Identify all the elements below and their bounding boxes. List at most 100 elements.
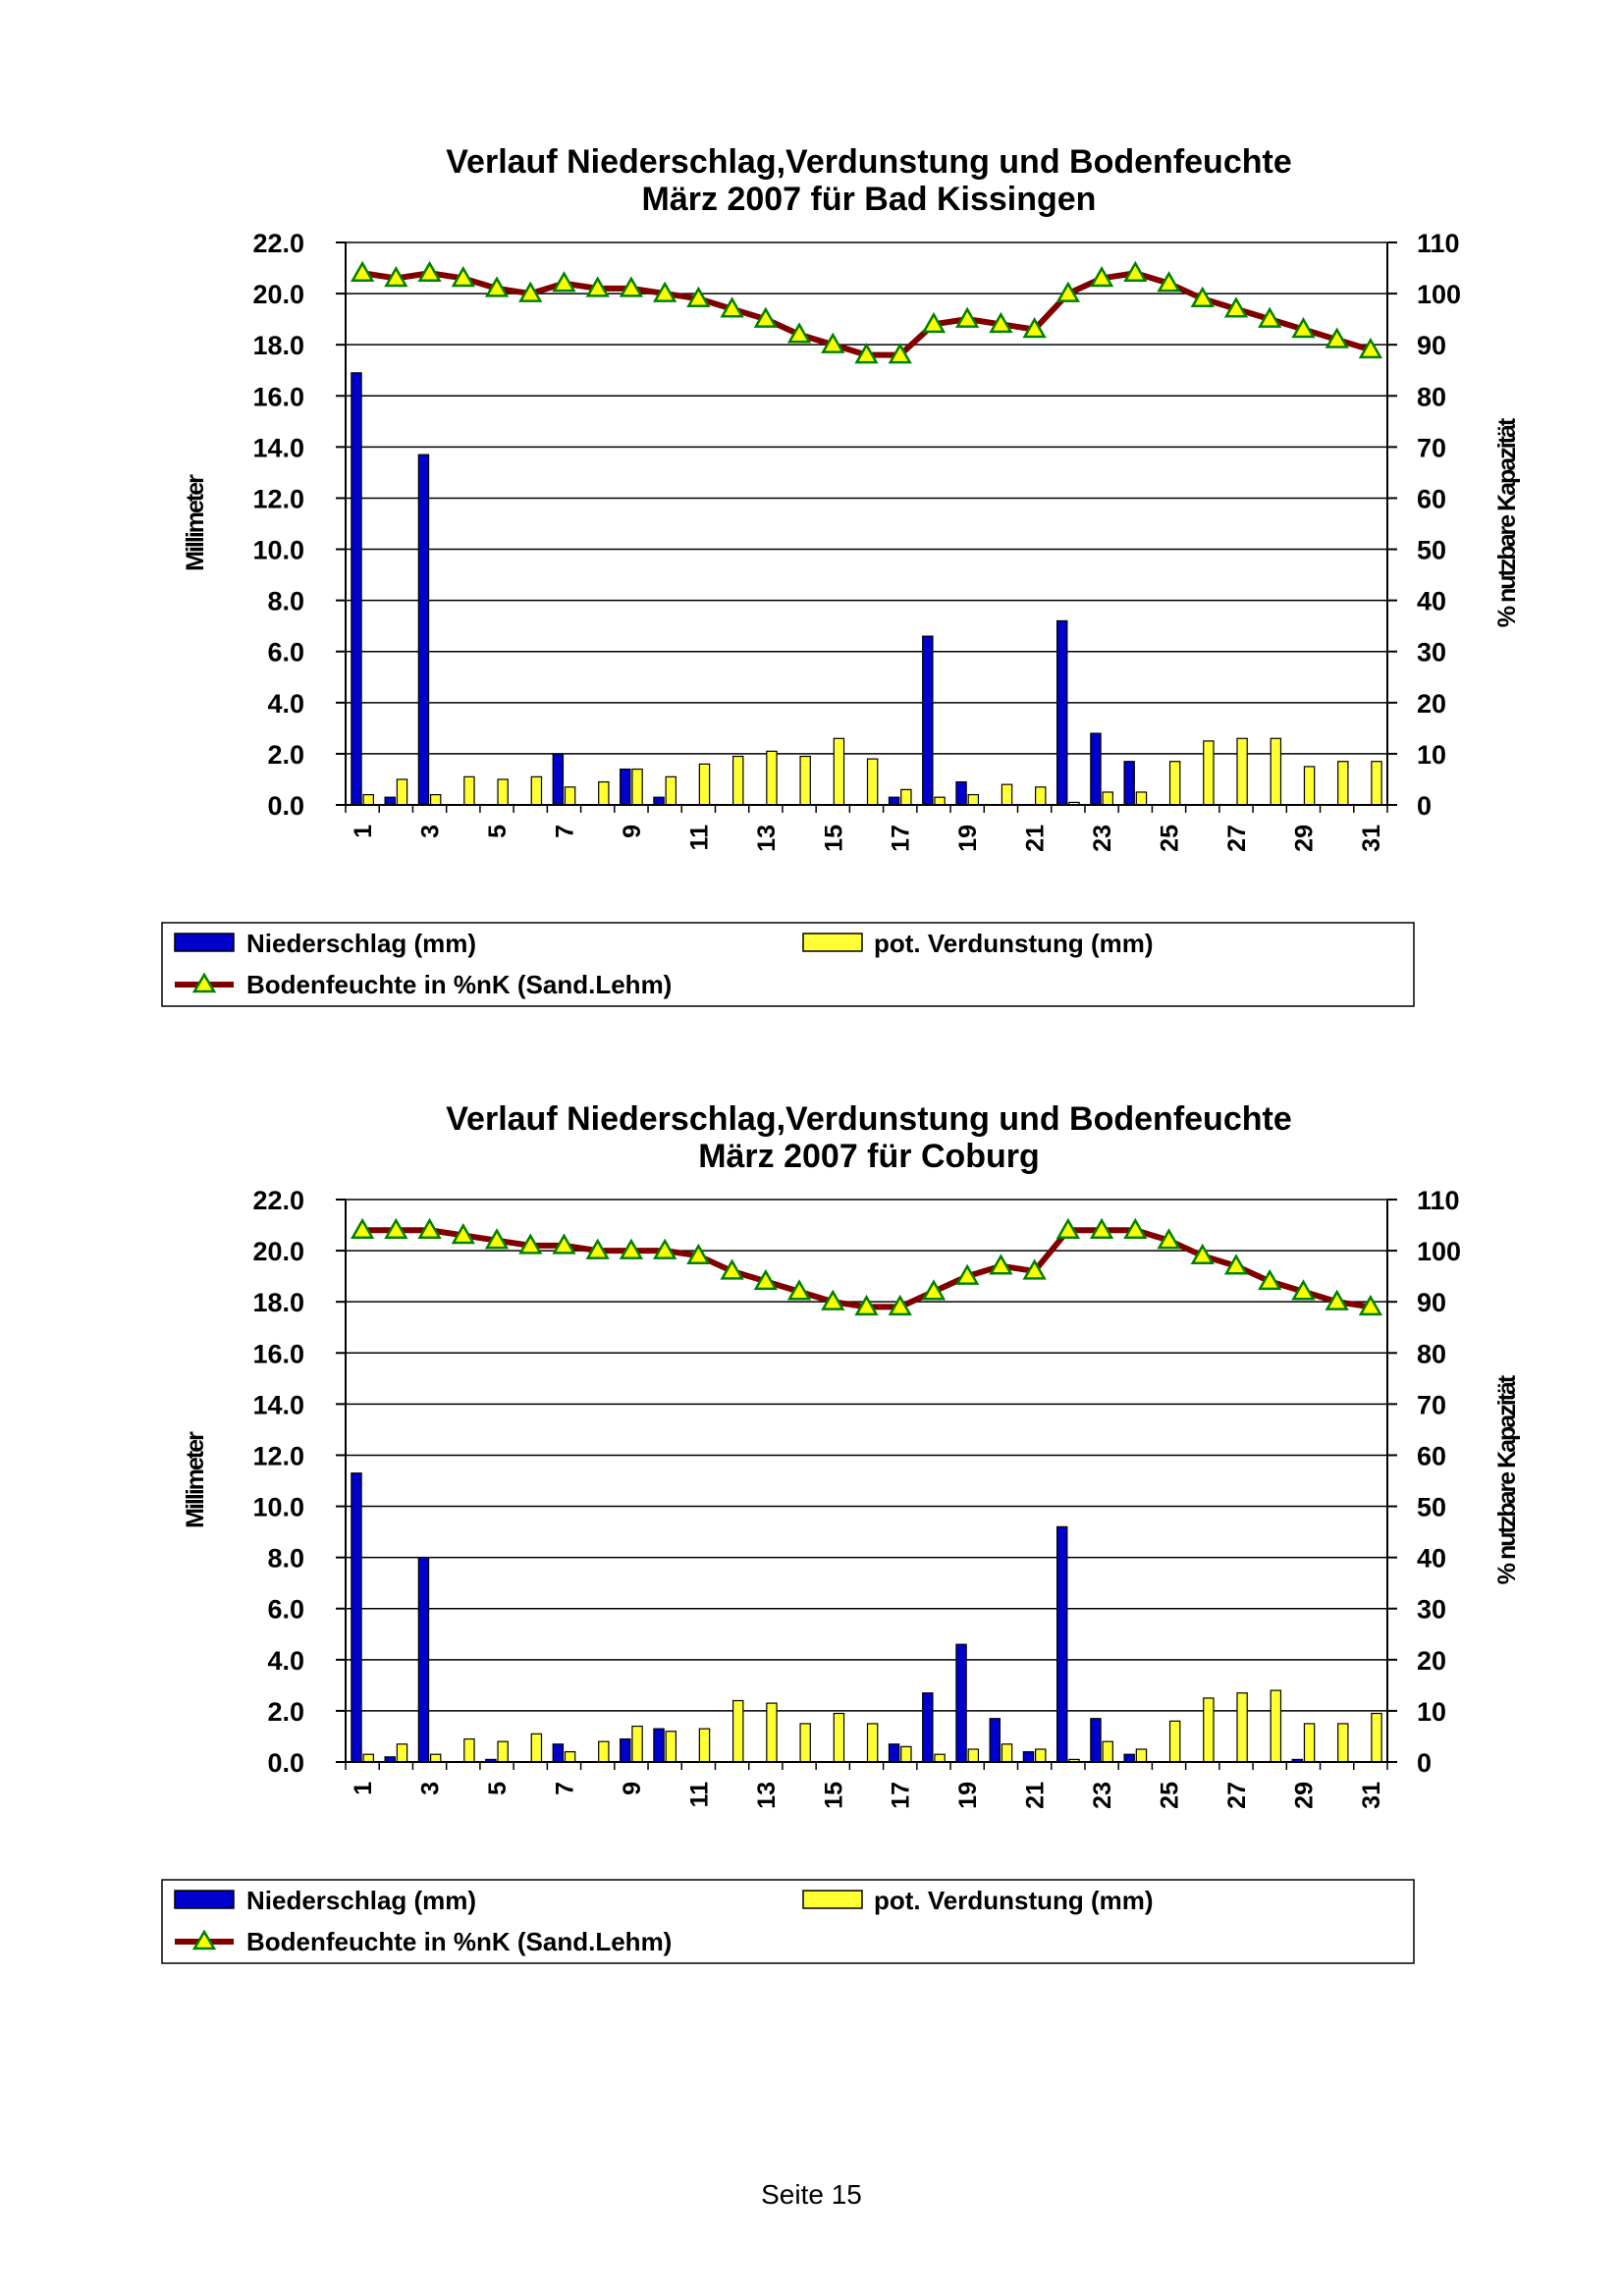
evap-bar — [1371, 761, 1382, 806]
chart-coburg: Verlauf Niederschlag,Verdunstung und Bod… — [0, 957, 1623, 2017]
precip-bar — [1090, 1718, 1102, 1763]
x-tick-label: 23 — [1089, 1782, 1116, 1809]
x-tick-label: 21 — [1022, 825, 1050, 852]
x-tick-label: 5 — [484, 1782, 512, 1795]
soil-moisture-marker — [417, 1217, 442, 1240]
evap-bar — [900, 1745, 912, 1763]
soil-moisture-marker — [1258, 306, 1282, 328]
evap-bar — [1035, 786, 1047, 806]
soil-moisture-marker — [921, 1279, 947, 1301]
y-tick-label: 4.0 — [267, 1646, 304, 1676]
x-tick-label: 27 — [1223, 1782, 1251, 1809]
soil-moisture-marker — [821, 1289, 845, 1310]
precip-bar — [653, 1728, 665, 1763]
x-tick-label: 29 — [1290, 1782, 1318, 1809]
y-tick-label: 16.0 — [252, 382, 304, 411]
evap-bar — [497, 778, 509, 806]
y2-tick-label: 40 — [1417, 587, 1446, 616]
evap-bar — [497, 1740, 509, 1763]
evap-bar — [564, 786, 576, 806]
evap-bar — [731, 755, 744, 806]
precip-bar — [955, 780, 967, 806]
y-tick-label: 8.0 — [267, 587, 304, 616]
evap-bar — [631, 1725, 643, 1763]
soil-moisture-marker — [1022, 317, 1047, 339]
evap-bar — [866, 1723, 879, 1763]
soil-moisture-marker — [1358, 1294, 1383, 1316]
soil-moisture-marker — [1022, 1258, 1047, 1280]
soil-moisture-marker — [350, 1217, 375, 1240]
evap-bar — [1337, 1723, 1349, 1763]
y2-tick-label: 40 — [1417, 1544, 1446, 1574]
evap-bar — [1203, 1697, 1215, 1763]
y-tick-label: 20.0 — [252, 1237, 304, 1266]
y2-tick-label: 60 — [1417, 1441, 1446, 1470]
precip-bar — [888, 796, 900, 806]
y2-tick-label: 110 — [1417, 1186, 1460, 1215]
precip-bar — [653, 796, 665, 806]
soil-moisture-marker — [786, 322, 812, 344]
y-tick-label: 2.0 — [267, 740, 304, 770]
evap-bar — [1236, 1692, 1248, 1763]
chart-title-line-1: Verlauf Niederschlag,Verdunstung und Bod… — [446, 143, 1291, 181]
soil-moisture-marker — [518, 281, 543, 302]
y2-tick-label: 10 — [1417, 1697, 1446, 1727]
soil-moisture-marker — [989, 311, 1013, 334]
chart-bad-kissingen: Verlauf Niederschlag,Verdunstung und Bod… — [0, 0, 1623, 1060]
soil-moisture-marker — [619, 1238, 644, 1259]
precip-bar — [1123, 761, 1135, 806]
soil-moisture-marker — [1089, 1217, 1114, 1240]
evap-bar — [698, 763, 711, 806]
y2-tick-label: 90 — [1417, 331, 1446, 360]
precip-bar — [922, 1692, 934, 1763]
evap-bar — [463, 775, 475, 806]
y2-tick-label: 30 — [1417, 638, 1446, 667]
y2-tick-label: 100 — [1417, 280, 1461, 309]
soil-moisture-marker — [619, 276, 644, 297]
evap-bar — [1135, 1748, 1148, 1763]
precip-bar — [417, 1557, 430, 1763]
evap-bar — [1371, 1712, 1382, 1763]
evap-bar — [598, 780, 610, 806]
evap-bar — [967, 1748, 980, 1763]
y-tick-label: 22.0 — [252, 229, 304, 258]
evap-bar — [1135, 791, 1148, 806]
evap-bar — [631, 768, 643, 806]
y2-tick-label: 90 — [1417, 1288, 1446, 1317]
chart-title-line-2: März 2007 für Bad Kissingen — [642, 181, 1097, 218]
legend-box — [161, 1879, 1415, 1964]
evap-bar — [1270, 1689, 1282, 1763]
soil-moisture-marker — [1157, 1228, 1181, 1250]
chart-coburg-svg: Verlauf Niederschlag,Verdunstung und Bod… — [161, 1100, 1521, 1964]
evap-bar — [1303, 1723, 1316, 1763]
soil-moisture-marker — [1325, 1289, 1349, 1310]
y-tick-label: 14.0 — [252, 433, 304, 462]
soil-moisture-marker — [1291, 1279, 1316, 1301]
y2-tick-label: 80 — [1417, 382, 1446, 411]
x-tick-label: 5 — [484, 825, 512, 838]
soil-moisture-marker — [753, 1268, 778, 1291]
x-tick-label: 23 — [1089, 825, 1116, 852]
evap-bar — [429, 793, 442, 806]
precip-bar — [1090, 732, 1102, 806]
soil-moisture-marker — [1123, 1217, 1148, 1240]
soil-moisture-marker — [786, 1279, 812, 1301]
soil-moisture-marker — [1291, 317, 1316, 339]
x-tick-label: 27 — [1223, 825, 1251, 852]
precip-bar — [620, 1737, 631, 1763]
y-tick-label: 18.0 — [252, 331, 304, 360]
x-tick-label: 7 — [551, 825, 578, 838]
precip-bar — [384, 796, 396, 806]
precip-bar — [552, 1743, 565, 1763]
y2-tick-label: 100 — [1417, 1237, 1461, 1266]
evap-bar — [1236, 737, 1248, 806]
y-tick-label: 10.0 — [252, 536, 304, 565]
legend-swatch-evap — [802, 1890, 863, 1909]
soil-moisture-marker — [451, 265, 475, 288]
evap-bar — [833, 1712, 845, 1763]
y2-tick-label: 0 — [1417, 791, 1432, 821]
precip-bar — [888, 1743, 900, 1763]
y2-tick-label: 30 — [1417, 1595, 1446, 1625]
y-tick-label: 20.0 — [252, 280, 304, 309]
precip-bar — [955, 1643, 967, 1763]
